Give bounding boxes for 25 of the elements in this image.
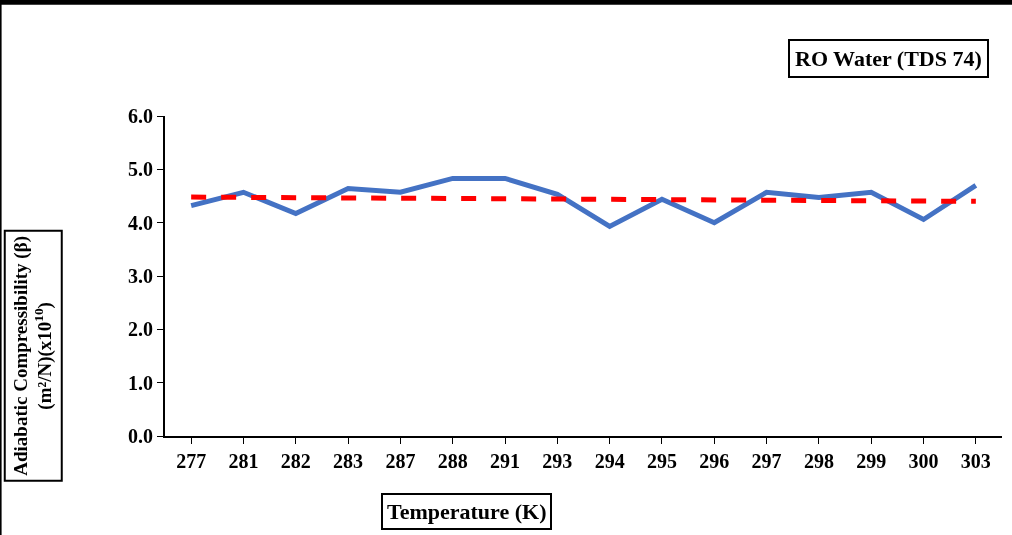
x-tick-label: 287 xyxy=(385,450,416,472)
y-tick-label: 5.0 xyxy=(128,158,153,181)
x-tick-label: 297 xyxy=(751,450,782,472)
y-tick-label: 4.0 xyxy=(128,211,153,234)
x-tick-label: 300 xyxy=(908,450,939,472)
x-tick-label: 291 xyxy=(490,450,521,472)
x-tick-label: 288 xyxy=(437,450,468,472)
y-tick-label: 2.0 xyxy=(128,318,153,341)
x-tick-label: 293 xyxy=(542,450,573,472)
x-tick-label: 298 xyxy=(803,450,834,472)
x-tick-label: 299 xyxy=(856,450,887,472)
x-tick-label: 283 xyxy=(333,450,364,472)
x-tick-label: 281 xyxy=(228,450,259,472)
x-tick-label: 277 xyxy=(176,450,207,472)
x-tick-label: 295 xyxy=(646,450,677,472)
chart-title: RO Water (TDS 74) xyxy=(795,46,982,71)
x-tick-label: 282 xyxy=(280,450,311,472)
x-tick-label: 303 xyxy=(960,450,991,472)
x-axis-title: Temperature (K) xyxy=(387,499,547,524)
y-tick-label: 6.0 xyxy=(128,105,153,127)
x-tick-label: 296 xyxy=(699,450,730,472)
y-tick-label: 3.0 xyxy=(128,265,153,287)
y-tick-label: 0.0 xyxy=(128,425,153,447)
x-tick-label: 294 xyxy=(594,450,625,472)
y-tick-label: 1.0 xyxy=(128,371,153,394)
